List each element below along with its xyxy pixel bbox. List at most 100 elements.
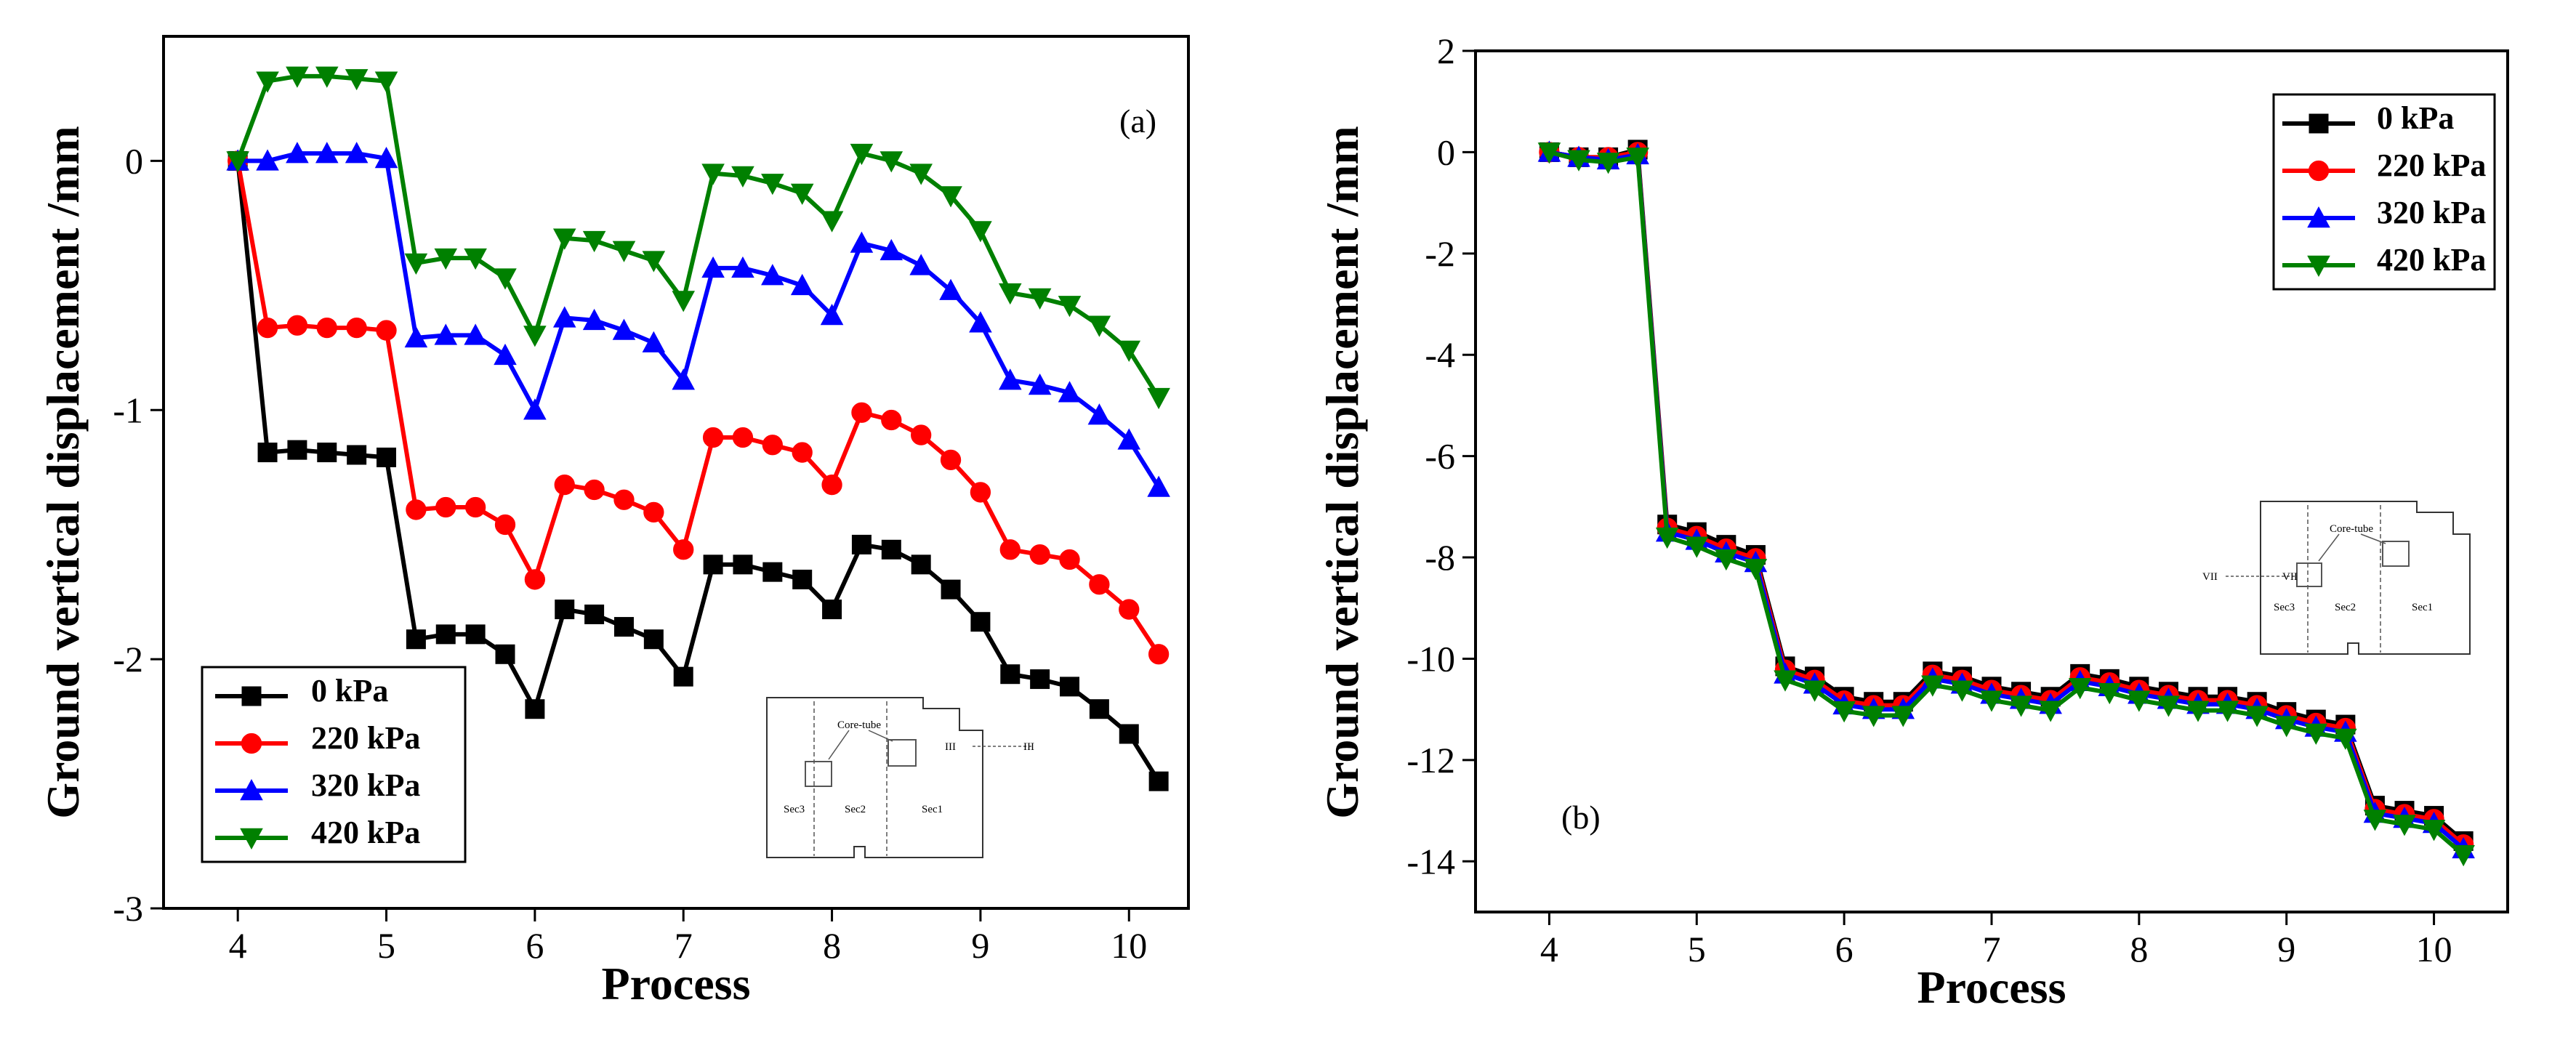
chart-a-series-0-point-5 — [377, 447, 397, 467]
chart-a-series-3-point-2 — [286, 66, 309, 88]
chart-a-series-2-point-12 — [582, 308, 606, 331]
chart-b-legend-label-2: 320 kPa — [2377, 195, 2486, 230]
chart-b-xtick-label-5: 9 — [2277, 929, 2295, 969]
chart-a-series-1-point-3 — [316, 317, 337, 339]
chart-b-series-3-point-21 — [2157, 695, 2181, 717]
chart-a-series-0-point-24 — [941, 579, 961, 600]
chart-b-inset-sec-a: VII — [2202, 571, 2218, 583]
chart-a-series-1-point-30 — [1119, 599, 1140, 620]
chart-a-series-0-point-1 — [257, 443, 278, 463]
chart-b-inset-sec1: Sec1 — [2412, 602, 2433, 613]
chart-a-series-0-point-7 — [435, 624, 456, 645]
chart-a-xtick-label-3: 7 — [675, 925, 693, 966]
chart-a-series-2-point-28 — [1058, 381, 1082, 403]
chart-a-series-3-point-21 — [850, 143, 874, 166]
chart-a-series-2-point-8 — [464, 323, 487, 345]
chart-a-inset: Core-tube III III Sec3 Sec2 Sec1 — [766, 697, 1034, 858]
chart-a: 4 5 6 7 8 9 10 0 -1 -2 -3 (a) Process Ground verti… — [37, 35, 1190, 1009]
chart-a-series-3-point-23 — [909, 164, 933, 185]
chart-a-xlabel: Process — [602, 958, 751, 1009]
chart-a-series-3-point-13 — [612, 241, 636, 262]
chart-a-series-2-point-26 — [998, 368, 1022, 390]
chart-a-series-1-point-22 — [881, 409, 902, 431]
chart-a-xtick-label-0: 4 — [229, 925, 247, 966]
chart-a-inset-sec-b: III — [1023, 741, 1034, 753]
chart-a-series-1-point-6 — [406, 499, 427, 520]
chart-a-series-2-point-30 — [1117, 428, 1141, 450]
chart-a-series-3-point-10 — [523, 326, 547, 347]
chart-a-series-3-point-20 — [820, 211, 844, 233]
chart-b-legend: 0 kPa 220 kPa 320 kPa 420 kPa — [2272, 93, 2496, 291]
chart-b-ytick-label-7: -12 — [1406, 740, 1455, 780]
chart-a-series-3-point-11 — [552, 228, 576, 250]
chart-a-inset-sec1: Sec1 — [922, 804, 943, 815]
chart-b-xtick-label-0: 4 — [1540, 929, 1558, 969]
chart-b-legend-label-0: 0 kPa — [2377, 100, 2454, 136]
chart-a-series-3-point-8 — [464, 248, 487, 270]
chart-b-series-3-point-11 — [1861, 706, 1885, 727]
chart-a-legend-marker-3 — [240, 828, 263, 850]
chart-b-series-3-point-2 — [1596, 153, 1620, 174]
chart-a-series-2-point-18 — [761, 264, 784, 286]
chart-a-series-0-point-16 — [703, 554, 723, 575]
chart-a-series-0-point-3 — [317, 443, 337, 463]
chart-a-series-2-point-2 — [286, 142, 309, 164]
chart-b-legend-marker-1 — [2308, 160, 2330, 182]
chart-a-series-3-point-0 — [226, 151, 249, 173]
chart-b-xtick-label-1: 5 — [1688, 929, 1706, 969]
chart-a-series-2-point-3 — [315, 142, 339, 164]
chart-a-series-2-point-22 — [880, 238, 903, 261]
chart-a-series-0-point-23 — [911, 554, 931, 575]
chart-a-series-3-line — [236, 73, 1161, 399]
chart-b-series-3-point-30 — [2422, 820, 2446, 842]
chart-a-series-1-point-4 — [346, 317, 367, 339]
chart-a-series-1-point-25 — [970, 482, 991, 503]
chart-b-series-3-point-3 — [1626, 148, 1649, 169]
chart-b-inset-sec2: Sec2 — [2335, 602, 2356, 613]
chart-a-series-2-point-20 — [820, 303, 844, 326]
chart-a-series-2-point-14 — [642, 331, 666, 352]
chart-b-series-3-point-14 — [1950, 680, 1974, 702]
chart-a-inset-sec2: Sec2 — [845, 804, 866, 815]
chart-a-series-0-point-15 — [673, 666, 693, 687]
chart-a-series-3-point-24 — [939, 186, 962, 208]
chart-a-series-1-point-18 — [762, 435, 783, 456]
chart-a-series-3-point-7 — [434, 248, 458, 270]
chart-a-series-0-point-27 — [1030, 669, 1050, 690]
chart-a-axes: 4 5 6 7 8 9 10 0 -1 -2 -3 — [113, 140, 1147, 966]
chart-b-ytick-label-4: -6 — [1425, 436, 1455, 477]
chart-a-series-0-point-22 — [881, 539, 901, 560]
chart-b-axes: 4 5 6 7 8 9 10 2 0 -2 -4 -6 -8 -10 -12 -14 — [1406, 31, 2452, 969]
chart-a-ytick-label-1: -1 — [113, 390, 143, 430]
chart-a-inset-sec3: Sec3 — [784, 804, 805, 815]
chart-b-series-3-point-27 — [2334, 728, 2357, 750]
chart-a-series-3-point-14 — [642, 251, 666, 273]
chart-b-inset: Core-tube VII VII Sec3 Sec2 Sec1 — [2202, 501, 2471, 655]
chart-a-series-2 — [226, 142, 1170, 497]
chart-a-series-1-point-17 — [732, 427, 754, 448]
chart-b-series-3-point-24 — [2245, 706, 2269, 727]
chart-a-series-2-point-27 — [1028, 373, 1052, 395]
chart-a-xtick-label-2: 6 — [526, 925, 544, 966]
chart-a-series-3 — [226, 66, 1170, 410]
chart-a-series-1-point-23 — [911, 424, 932, 445]
chart-a-series-0-point-19 — [792, 569, 813, 589]
chart-a-series-0-point-11 — [555, 600, 575, 620]
chart-a-series — [226, 66, 1170, 791]
chart-a-series-2-point-7 — [434, 323, 458, 345]
chart-a-series-1-point-8 — [464, 496, 486, 518]
chart-a-legend-label-3: 420 kPa — [311, 815, 420, 850]
chart-a-series-3-point-16 — [701, 164, 725, 185]
chart-a-series-3-point-9 — [494, 268, 517, 290]
chart-a-series-2-point-15 — [672, 368, 696, 390]
chart-b-legend-marker-0 — [2309, 113, 2329, 134]
chart-b-xtick-label-2: 6 — [1835, 929, 1853, 969]
chart-b-series-3-point-5 — [1685, 536, 1709, 558]
chart-a-legend-label-2: 320 kPa — [311, 767, 420, 803]
chart-a-series-2-point-25 — [969, 311, 992, 333]
chart-a-series-0-point-17 — [733, 554, 753, 575]
chart-b-series-3-point-25 — [2274, 716, 2298, 738]
chart-a-series-0 — [228, 150, 1169, 791]
chart-a-series-2-point-29 — [1087, 403, 1111, 425]
chart-a-series-1-point-26 — [999, 539, 1021, 560]
